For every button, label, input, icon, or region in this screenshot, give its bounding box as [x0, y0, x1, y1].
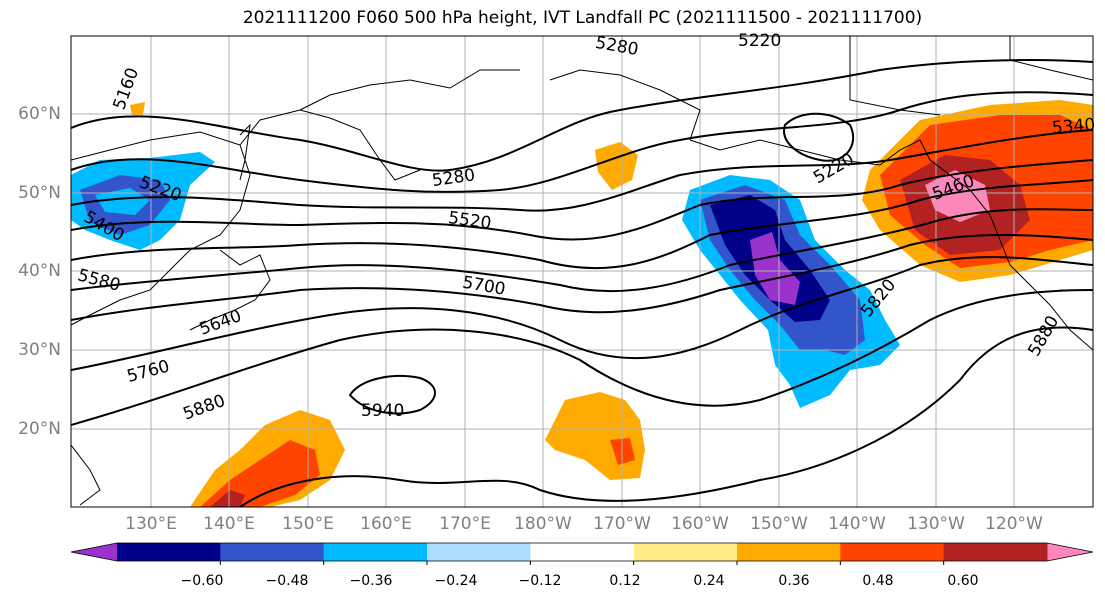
contour-label: 5280 — [431, 165, 477, 191]
colorbar-tick-label: 0.60 — [947, 573, 979, 589]
lon-label: 130°W — [907, 514, 965, 534]
contour-label: 5940 — [361, 401, 404, 421]
colorbar-tick-label: −0.12 — [518, 573, 562, 589]
lon-label: 180°W — [514, 514, 572, 534]
lon-label: 170°E — [439, 514, 491, 534]
lon-label: 160°W — [671, 514, 729, 534]
plot-frame — [70, 35, 1094, 508]
colorbar-cell — [220, 543, 325, 561]
contour-label: 5280 — [594, 33, 640, 60]
lon-label: 160°E — [360, 514, 412, 534]
lat-label: 20°N — [18, 419, 61, 439]
colorbar-cell — [530, 543, 635, 561]
height-contours — [71, 59, 1093, 507]
colorbar-tick-label: 0.12 — [609, 573, 641, 589]
colorbar-tick-label: −0.60 — [180, 573, 224, 589]
colorbar-cell — [840, 543, 945, 561]
colorbar-extend-max — [1047, 543, 1093, 561]
ivt-shading — [71, 100, 1093, 507]
contour-label: 5520 — [447, 208, 493, 234]
colorbar-tick-label: 0.48 — [862, 573, 894, 589]
lat-label: 60°N — [18, 104, 61, 124]
colorbar-cell — [323, 543, 428, 561]
lat-label: 30°N — [18, 340, 61, 360]
contour-label: 5760 — [125, 356, 172, 387]
lon-label: 140°E — [203, 514, 255, 534]
colorbar-tick-label: −0.24 — [434, 573, 478, 589]
colorbar-cell — [943, 543, 1048, 561]
lon-label: 140°W — [828, 514, 886, 534]
colorbar-extend-min — [71, 543, 117, 561]
colorbar-tick-label: −0.48 — [265, 573, 309, 589]
map-title: 2021111200 F060 500 hPa height, IVT Land… — [242, 8, 923, 28]
contour-label: 5580 — [75, 265, 122, 296]
colorbar-cell — [633, 543, 738, 561]
colorbar-tick-label: 0.24 — [693, 573, 725, 589]
contour-label: 5880 — [1024, 312, 1063, 359]
contour-label: 5220 — [738, 31, 781, 51]
contour-label: 5640 — [197, 306, 244, 340]
colorbar-tick-label: −0.36 — [349, 573, 393, 589]
contour-label: 5880 — [180, 391, 227, 425]
contour-label: 5220 — [810, 149, 857, 188]
lon-label: 150°W — [750, 514, 808, 534]
lon-label: 170°W — [593, 514, 651, 534]
lat-label: 50°N — [18, 183, 61, 203]
colorbar-cell — [117, 543, 221, 561]
colorbar-cell — [427, 543, 531, 561]
lat-label: 40°N — [18, 261, 61, 281]
colorbar-tick-label: 0.36 — [778, 573, 810, 589]
lon-label: 150°E — [282, 514, 334, 534]
contour-label: 5340 — [1051, 115, 1096, 139]
colorbar-cell — [737, 543, 841, 561]
colorbar — [70, 542, 1094, 565]
lon-label: 120°W — [985, 514, 1043, 534]
lon-label: 130°E — [125, 514, 177, 534]
